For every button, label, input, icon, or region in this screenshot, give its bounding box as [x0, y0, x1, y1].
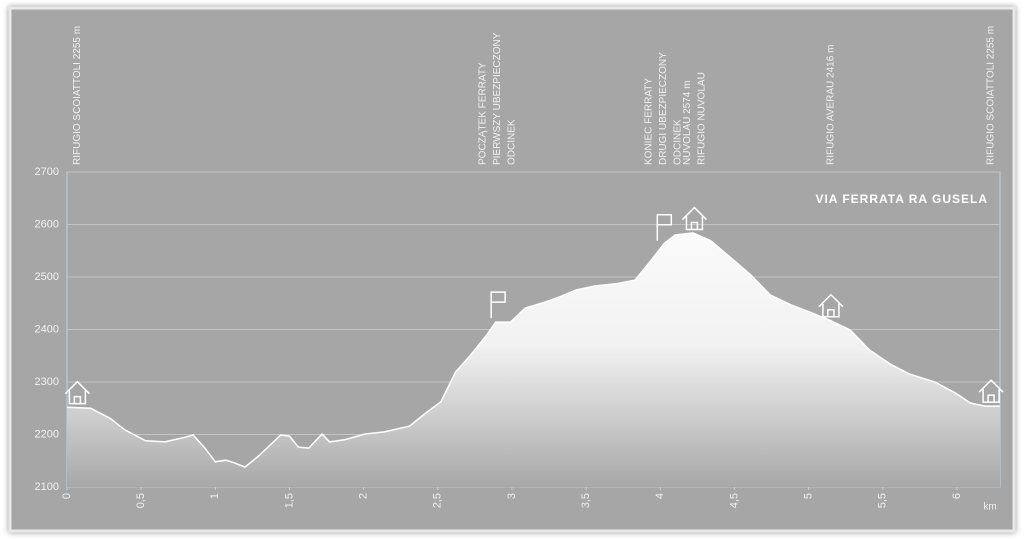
annotation-text: ODCINEK [672, 119, 683, 165]
x-tick-label: 4,5 [728, 493, 740, 508]
annotation-text: PIERWSZY UBEZPIECZONY [492, 32, 503, 165]
profile-line [66, 232, 1000, 468]
y-tick-label: 2700 [35, 166, 59, 178]
chart-title: VIA FERRATA RA GUSELA [815, 192, 988, 206]
hut-body [685, 216, 704, 231]
area [67, 232, 1000, 487]
y-tick-label: 2600 [35, 218, 59, 230]
x-tick-label: 3,5 [580, 493, 592, 508]
y-tick-label: 2500 [35, 271, 59, 283]
x-tick-label: 1 [209, 493, 221, 499]
flag [490, 291, 506, 319]
x-tick-label: 6 [951, 493, 963, 499]
y-tick-label: 2200 [35, 428, 59, 440]
annotation-text: NUVOLAU 2574 m [682, 81, 693, 165]
x-tick-label: 5 [803, 493, 815, 499]
annotation-text: POCZĄTEK FERRATY [477, 62, 488, 165]
y-tick-label: 2100 [35, 481, 59, 493]
x-tick-label: 5,5 [877, 493, 889, 508]
hut-body [822, 303, 840, 318]
hut-icon [978, 379, 1004, 403]
hut-roof [818, 293, 844, 308]
flag [656, 214, 673, 241]
x-tick-label: 1,5 [283, 493, 295, 508]
annotation-text: RIFUGIO SCOIATTOLI 2255 m [72, 26, 83, 165]
annotation-text: DRUGI UBEZPIECZONY [658, 52, 669, 165]
annotation-text: RIFUGIO AVERAU 2416 m [826, 45, 837, 165]
hut-roof [978, 379, 1004, 393]
annotation-text: RIFUGIO NUVOLAU [696, 72, 707, 165]
x-tick-label: 4 [654, 493, 666, 499]
annotation-text: RIFUGIO SCOIATTOLI 2255 m [986, 26, 997, 165]
y-tick-label: 2400 [35, 323, 59, 335]
x-tick-label: 0,5 [135, 493, 147, 508]
flag-icon [490, 291, 506, 319]
hut-body [982, 389, 1000, 403]
y-tick-label: 2300 [35, 376, 59, 388]
hut-icon [818, 293, 844, 318]
hut-icon [681, 206, 707, 231]
annotation-text: ODCINEK [506, 119, 517, 165]
annotation-text: KONIEC FERRATY [643, 78, 654, 165]
x-tick-label: 2,5 [432, 493, 444, 508]
x-tick-label: 3 [506, 493, 518, 499]
x-tick-label: 2 [358, 493, 370, 499]
flag-icon [656, 214, 673, 241]
hut-roof [681, 206, 707, 221]
hut-icon [64, 380, 90, 405]
hut-roof [64, 380, 90, 395]
x-tick-label: 0 [61, 493, 73, 499]
x-unit-label: km [983, 502, 996, 513]
hut-body [68, 390, 87, 405]
